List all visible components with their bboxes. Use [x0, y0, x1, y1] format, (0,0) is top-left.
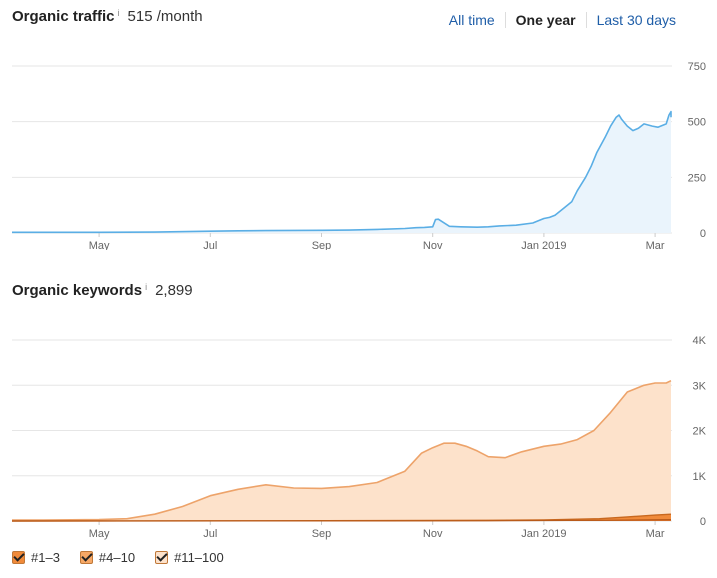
- traffic-series-area: [12, 111, 671, 233]
- legend-label-top3: #1–3: [31, 550, 60, 565]
- series-1-3-line: [11, 519, 672, 522]
- x-tick-label: May: [89, 528, 110, 540]
- series-11-100-area: [12, 380, 671, 521]
- y-tick-label: 0: [700, 228, 706, 240]
- x-tick-label: May: [89, 240, 110, 250]
- legend-item-top3[interactable]: #1–3: [12, 550, 60, 565]
- traffic-value: 515 /month: [127, 8, 203, 25]
- x-tick-label: Sep: [312, 528, 332, 540]
- tab-last-30-days[interactable]: Last 30 days: [596, 12, 676, 28]
- x-tick-label: Jan 2019: [521, 240, 566, 250]
- y-tick-label: 0: [700, 516, 706, 528]
- tab-all-time[interactable]: All time: [448, 12, 495, 28]
- x-tick-label: Jul: [203, 528, 217, 540]
- y-tick-label: 500: [688, 117, 706, 129]
- y-tick-label: 3K: [693, 380, 707, 392]
- traffic-header: Organic traffic i 515 /month: [12, 8, 203, 32]
- checkbox-11-100[interactable]: [155, 551, 169, 564]
- traffic-info-icon[interactable]: i: [117, 8, 120, 18]
- y-tick-label: 750: [688, 61, 706, 73]
- x-tick-label: Jul: [203, 240, 217, 250]
- checkbox-4-10[interactable]: [79, 551, 93, 564]
- y-tick-label: 4K: [693, 335, 707, 347]
- keywords-value: 2,899: [155, 282, 193, 299]
- x-tick-label: Nov: [423, 240, 443, 250]
- keywords-header: Organic keywords i 2,899: [12, 282, 193, 306]
- x-tick-label: Mar: [646, 528, 665, 540]
- y-tick-label: 1K: [693, 471, 707, 483]
- y-tick-label: 2K: [693, 426, 707, 438]
- legend-item-4-10[interactable]: #4–10: [79, 550, 136, 565]
- x-tick-label: Mar: [646, 240, 665, 250]
- series-1-3-area: [12, 519, 671, 521]
- traffic-chart: 0 250 500 750 May Jul Sep Nov Jan 2019 Mar: [12, 61, 706, 250]
- range-divider: [585, 12, 587, 28]
- legend-item-11-100[interactable]: #11–100: [155, 550, 224, 565]
- keywords-title: Organic keywords: [12, 282, 143, 299]
- keywords-info-icon[interactable]: i: [145, 282, 148, 292]
- traffic-series-line: [12, 110, 672, 234]
- range-selector: All time One year Last 30 days: [439, 12, 686, 28]
- range-divider: [504, 12, 506, 28]
- traffic-title: Organic traffic: [12, 8, 115, 25]
- keywords-legend: #1–3 #4–10 #11–100: [12, 550, 244, 565]
- keywords-chart: 0 1K 2K 3K 4K May Jul Sep Nov Jan 2019 Mar: [11, 335, 707, 540]
- legend-label-11-100: #11–100: [174, 550, 224, 565]
- legend-label-4-10: #4–10: [98, 550, 136, 565]
- x-tick-label: Nov: [423, 528, 443, 540]
- series-11-100-line: [12, 379, 672, 521]
- x-tick-label: Sep: [312, 240, 332, 250]
- tab-one-year[interactable]: One year: [515, 12, 576, 28]
- checkbox-top3[interactable]: [12, 551, 25, 564]
- x-tick-label: Jan 2019: [521, 528, 566, 540]
- y-tick-label: 250: [688, 172, 706, 184]
